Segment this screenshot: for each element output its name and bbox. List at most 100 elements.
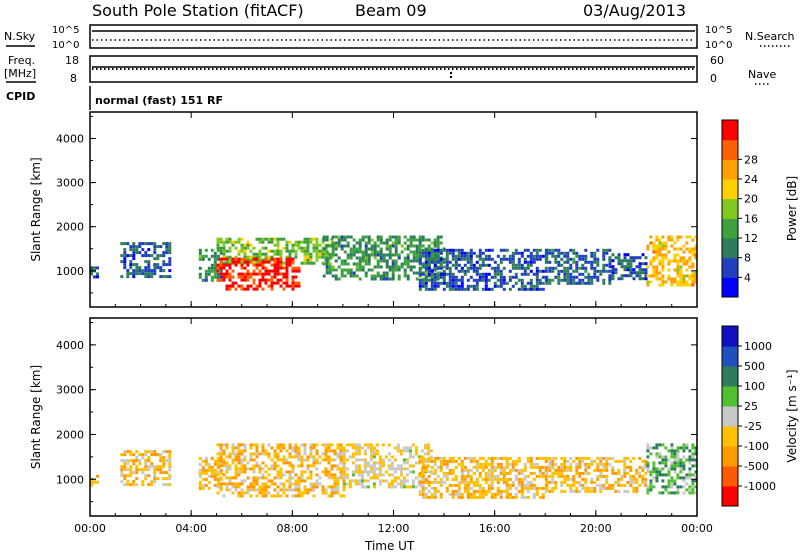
data-cell <box>409 244 413 248</box>
data-cell <box>240 246 244 250</box>
data-cell <box>303 479 307 483</box>
data-cell <box>529 263 533 267</box>
data-cell <box>210 471 214 475</box>
data-cell <box>451 471 455 475</box>
data-cell <box>328 265 332 269</box>
data-cell <box>201 486 205 490</box>
data-cell <box>496 480 500 484</box>
data-cell <box>162 483 166 487</box>
data-cell <box>442 278 446 282</box>
data-cell <box>162 242 166 246</box>
data-cell <box>322 274 326 278</box>
data-cell <box>333 464 337 468</box>
data-cell <box>517 266 521 270</box>
data-cell <box>584 486 588 490</box>
data-cell <box>463 263 467 267</box>
data-cell <box>593 266 597 270</box>
data-cell <box>557 468 561 472</box>
data-cell <box>225 255 229 259</box>
y-axis-label: Slant Range [km] <box>29 157 43 261</box>
data-cell <box>679 271 683 275</box>
colorbar-tick-label: -500 <box>744 460 769 473</box>
data-cell <box>644 268 648 272</box>
data-cell <box>333 458 337 462</box>
data-cell <box>487 263 491 267</box>
colorbar-segment <box>722 198 738 219</box>
data-cell <box>584 456 588 460</box>
data-cell <box>538 254 542 258</box>
data-cell <box>469 486 473 490</box>
data-cell <box>279 482 283 486</box>
data-cell <box>566 281 570 285</box>
data-cell <box>649 473 653 477</box>
data-cell <box>493 275 497 279</box>
data-cell <box>364 244 368 248</box>
data-cell <box>493 477 497 481</box>
data-cell <box>159 275 163 279</box>
data-cell <box>291 482 295 486</box>
data-cell <box>258 278 262 282</box>
data-cell <box>448 483 452 487</box>
data-cell <box>237 455 241 459</box>
data-cell <box>339 452 343 456</box>
data-cell <box>445 260 449 264</box>
data-cell <box>325 265 329 269</box>
nsky-label: N.Sky <box>4 30 36 43</box>
data-cell <box>445 459 449 463</box>
data-cell <box>201 254 205 258</box>
data-cell <box>517 489 521 493</box>
data-cell <box>569 281 573 285</box>
data-cell <box>548 459 552 463</box>
data-cell <box>297 491 301 495</box>
data-cell <box>605 263 609 267</box>
data-cell <box>608 265 612 269</box>
data-cell <box>327 449 331 453</box>
data-cell <box>679 280 683 284</box>
data-cell <box>279 473 283 477</box>
data-cell <box>448 287 452 291</box>
data-cell <box>667 482 671 486</box>
data-cell <box>502 287 506 291</box>
data-cell <box>439 262 443 266</box>
data-cell <box>667 238 671 242</box>
data-cell <box>569 456 573 460</box>
data-cell <box>454 489 458 493</box>
data-cell <box>487 254 491 258</box>
data-cell <box>526 248 530 252</box>
data-cell <box>276 458 280 462</box>
data-cell <box>135 263 139 267</box>
data-cell <box>378 464 382 468</box>
noise-tick-left-bottom: 10^0 <box>52 40 79 51</box>
data-cell <box>424 263 428 267</box>
data-cell <box>685 247 689 251</box>
data-cell <box>442 480 446 484</box>
data-cell <box>460 257 464 261</box>
data-cell <box>288 257 292 261</box>
data-cell <box>240 452 244 456</box>
data-cell <box>364 262 368 266</box>
data-cell <box>632 271 636 275</box>
data-cell <box>682 485 686 489</box>
data-cell <box>394 265 398 269</box>
data-cell <box>694 235 698 239</box>
data-cell <box>641 459 645 463</box>
data-cell <box>541 465 545 469</box>
data-cell <box>673 259 677 263</box>
data-cell <box>288 473 292 477</box>
data-cell <box>670 482 674 486</box>
data-cell <box>382 259 386 263</box>
data-cell <box>123 266 127 270</box>
data-cell <box>234 281 238 285</box>
data-cell <box>258 476 262 480</box>
data-cell <box>222 240 226 244</box>
data-cell <box>312 458 316 462</box>
data-cell <box>433 254 437 258</box>
data-cell <box>168 459 172 463</box>
data-cell <box>655 265 659 269</box>
data-cell <box>520 495 524 499</box>
data-cell <box>261 246 265 250</box>
data-cell <box>291 287 295 291</box>
data-cell <box>418 483 422 487</box>
data-cell <box>466 260 470 264</box>
data-cell <box>632 268 636 272</box>
